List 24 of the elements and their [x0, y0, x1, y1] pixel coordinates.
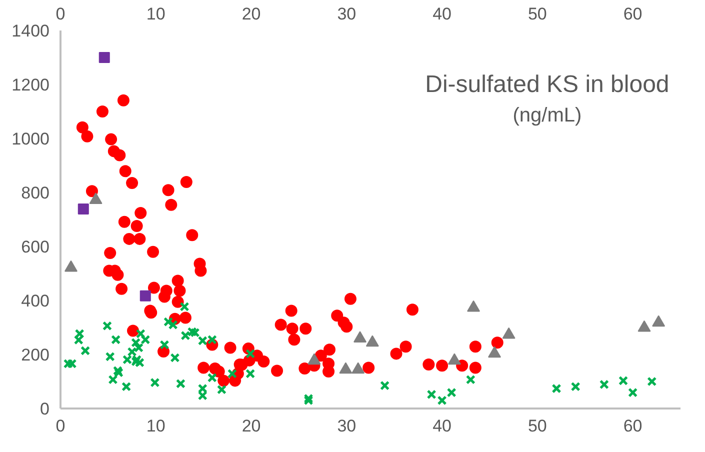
- x-tick-label: 40: [432, 4, 452, 24]
- x2-tick-label: 50: [528, 416, 547, 436]
- x-tick-label: 0: [56, 4, 66, 24]
- y-tick-label: 1400: [12, 22, 50, 40]
- y-tick-label: 400: [21, 292, 50, 310]
- x-tick-label: 20: [242, 4, 261, 24]
- x2-tick-label: 0: [56, 416, 66, 436]
- x2-tick-label: 10: [146, 416, 166, 436]
- x-tick-label: 30: [337, 4, 356, 24]
- annotation: (ng/mL): [512, 104, 582, 126]
- y-tick-label: 1000: [12, 130, 50, 148]
- y-tick-label: 1200: [12, 76, 50, 94]
- x2-tick-label: 60: [623, 416, 642, 436]
- x2-tick-label: 30: [337, 416, 356, 436]
- x2-tick-label: 20: [242, 416, 261, 436]
- y-tick-label: 800: [21, 184, 50, 202]
- y-tick-label: 0: [40, 400, 50, 418]
- x2-tick-label: 40: [432, 416, 452, 436]
- x-tick-label: 10: [146, 4, 166, 24]
- x-tick-label: 60: [623, 4, 642, 24]
- y-tick-label: 600: [21, 238, 50, 256]
- annotation: Di-sulfated KS in blood: [425, 71, 670, 98]
- y-tick-label: 200: [21, 346, 50, 364]
- x-tick-label: 50: [528, 4, 547, 24]
